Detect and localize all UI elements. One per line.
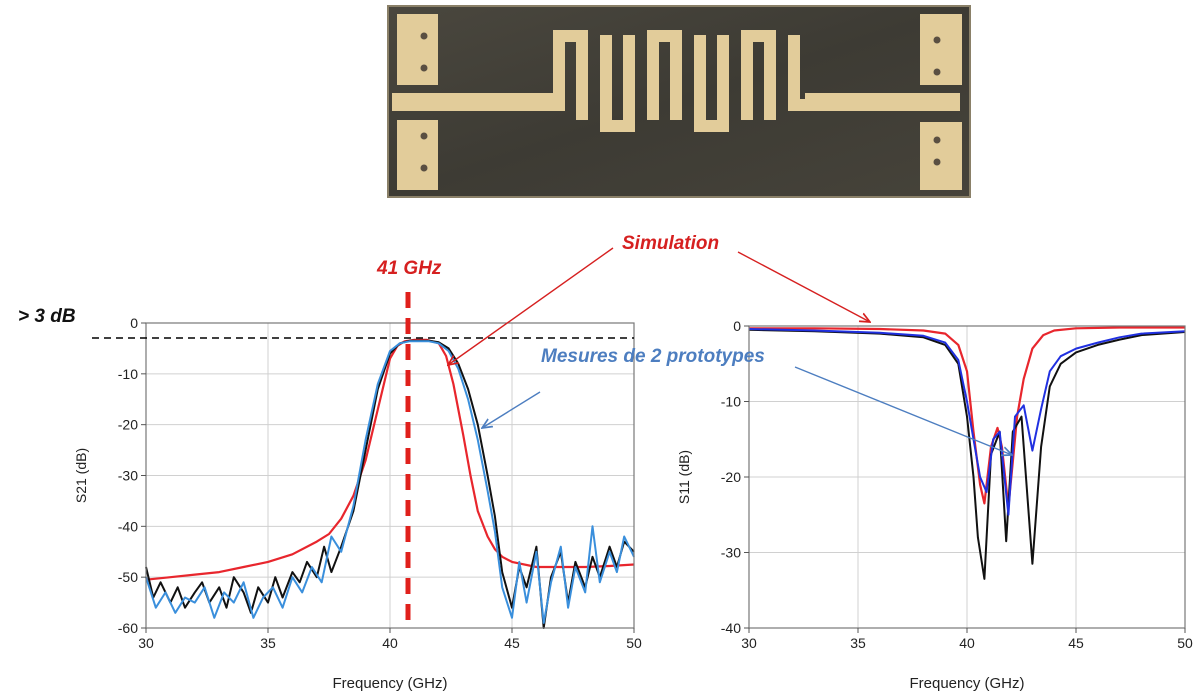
s11-xtick-label: 50 [1177,635,1193,651]
s11-series-measurement-1 [748,328,1186,580]
via-holes [420,32,941,172]
filter-prototype-photo [387,5,971,198]
s21-ytick-label: -60 [118,620,138,636]
s11-ytick-label: -20 [721,469,741,485]
s11-ytick-label: 0 [733,318,741,334]
s21-xtick-label: 45 [504,635,520,651]
s11-x-axis-label: Frequency (GHz) [909,675,1024,691]
s21-xtick-label: 40 [382,635,398,651]
s11-xtick-label: 30 [741,635,757,651]
mesures-arrow-left [482,391,541,428]
mesures-label: Mesures de 2 prototypes [541,346,765,367]
filter-metal-pattern [392,14,962,190]
center-frequency-label: 41 GHz [377,258,442,279]
s21-xtick-label: 35 [260,635,276,651]
s11-series-measurement-2 [748,328,1186,516]
s21-y-axis-label: S21 (dB) [73,448,89,503]
s11-y-axis-label: S11 (dB) [676,450,692,504]
s21-ytick-label: 0 [130,315,138,331]
s11-xtick-label: 35 [850,635,866,651]
simulation-arrow-right [737,251,870,322]
s21-chart: 30 35 40 45 50 0 -10 -20 -30 -40 -50 -60 Frequency (… [73,315,642,691]
s11-ytick-label: -10 [721,394,741,410]
s21-ytick-label: -40 [118,518,138,534]
simulation-label: Simulation [622,233,720,254]
s11-series-simulation [749,326,1185,509]
s21-series-measurement-2 [145,340,635,624]
s21-xtick-label: 30 [138,635,154,651]
mesures-arrow-right [794,366,1012,455]
threshold-label: > 3 dB [18,306,76,327]
s21-ytick-label: -10 [118,366,138,382]
s11-xtick-label: 40 [959,635,975,651]
simulation-arrow-left [448,247,614,365]
annotations [92,247,1012,630]
s11-chart: 30 35 40 45 50 0 -10 -20 -30 -40 Frequency (GHz) S1… [676,318,1193,691]
s11-xtick-label: 45 [1068,635,1084,651]
s11-ytick-label: -30 [721,545,741,561]
s11-ytick-label: -40 [721,620,741,636]
s21-xtick-label: 50 [626,635,642,651]
s21-x-axis-label: Frequency (GHz) [332,675,447,691]
s21-ytick-label: -30 [118,468,138,484]
s21-ytick-label: -20 [118,417,138,433]
s21-ytick-label: -50 [118,569,138,585]
